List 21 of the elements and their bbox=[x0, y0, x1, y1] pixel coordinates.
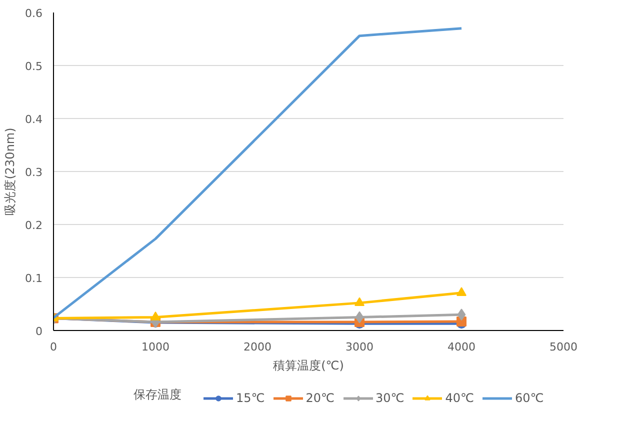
legend-label: 15℃ bbox=[236, 391, 265, 405]
x-tick-label: 2000 bbox=[244, 340, 272, 354]
legend-label: 30℃ bbox=[376, 391, 404, 405]
y-tick-label: 0.3 bbox=[25, 166, 43, 179]
legend-label: 60℃ bbox=[515, 391, 544, 405]
y-tick-label: 0.4 bbox=[25, 113, 43, 126]
x-tick-label: 4000 bbox=[448, 340, 476, 354]
y-axis-title: 吸光度(230nm) bbox=[3, 128, 18, 216]
x-tick-label: 5000 bbox=[550, 340, 578, 354]
y-tick-label: 0.6 bbox=[25, 7, 43, 20]
y-tick-label: 0.1 bbox=[25, 272, 43, 285]
y-tick-label: 0.2 bbox=[25, 219, 43, 232]
y-tick-label: 0.5 bbox=[25, 60, 43, 73]
legend-title: 保存温度 bbox=[134, 388, 182, 402]
x-tick-label: 3000 bbox=[346, 340, 374, 354]
y-tick-label: 0 bbox=[36, 325, 42, 338]
x-tick-label: 1000 bbox=[142, 340, 170, 354]
x-axis-title: 積算温度(℃) bbox=[273, 358, 344, 372]
x-tick-label: 0 bbox=[50, 340, 57, 354]
legend-label: 40℃ bbox=[445, 391, 474, 405]
legend-label: 20℃ bbox=[306, 391, 334, 405]
